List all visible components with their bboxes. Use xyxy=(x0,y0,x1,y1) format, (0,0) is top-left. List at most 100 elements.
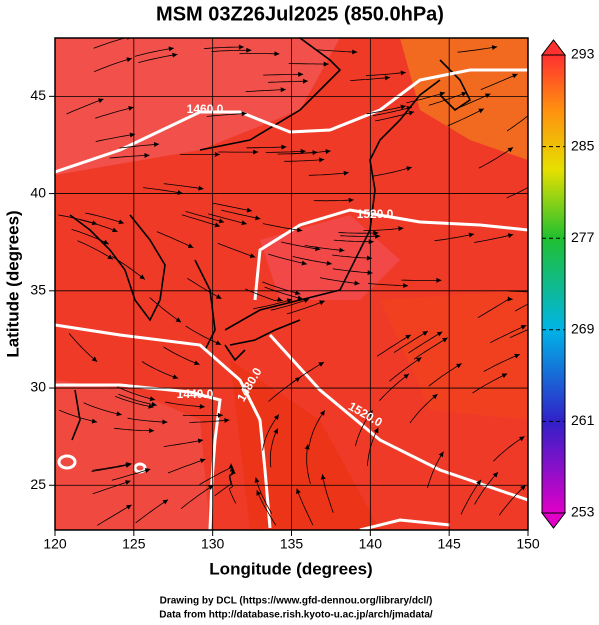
streamline-arrow xyxy=(98,98,104,104)
streamline-arrow xyxy=(280,87,286,93)
streamline xyxy=(406,92,446,104)
streamline-arrow xyxy=(319,300,325,306)
streamline-arrow xyxy=(162,499,169,505)
streamline-arrow xyxy=(256,490,262,496)
streamline-arrow xyxy=(476,479,481,486)
streamline-arrow xyxy=(128,105,134,111)
streamline-arrow xyxy=(107,254,113,260)
streamline xyxy=(477,298,513,319)
streamline-arrow xyxy=(249,253,256,258)
streamline-arrow xyxy=(162,419,168,425)
streamline-arrow xyxy=(408,110,415,116)
streamline-arrow xyxy=(246,207,253,213)
streamline-arrow xyxy=(126,504,132,510)
colorbar-tick-label: 269 xyxy=(571,321,595,337)
streamline xyxy=(490,324,527,344)
streamline xyxy=(185,211,225,223)
streamline xyxy=(79,219,118,232)
streamline xyxy=(457,46,498,53)
streamline xyxy=(322,474,334,513)
streamline-arrow xyxy=(491,45,498,50)
streamline xyxy=(262,414,280,451)
streamline xyxy=(94,57,133,72)
streamline xyxy=(185,325,222,345)
streamline-arrow xyxy=(507,147,514,153)
streamline-arrow xyxy=(303,298,310,304)
streamline-arrow xyxy=(436,277,442,283)
streamline-arrow xyxy=(296,488,301,495)
streamline-arrow xyxy=(144,468,151,473)
streamline xyxy=(375,111,415,122)
colorbar-ticks: 253 261 269 277 285 293 xyxy=(542,46,595,520)
streamline-arrow xyxy=(348,197,354,203)
streamline xyxy=(340,235,381,237)
colorbar-tick-label: 261 xyxy=(571,412,595,428)
streamline xyxy=(270,298,310,311)
streamline-arrow xyxy=(406,105,412,111)
streamline-arrow xyxy=(286,298,293,304)
streamline xyxy=(277,151,318,155)
streamline-arrow xyxy=(118,219,124,225)
streamline xyxy=(447,108,485,127)
streamline xyxy=(165,401,205,408)
y-axis-label: Latitude (degrees) xyxy=(3,210,22,357)
streamline xyxy=(409,393,438,424)
streamline xyxy=(135,499,169,524)
streamline xyxy=(97,504,132,526)
streamline-arrow xyxy=(103,239,109,245)
streamline xyxy=(308,410,326,447)
streamline xyxy=(256,490,277,526)
streamline-arrow xyxy=(302,78,309,84)
streamline xyxy=(119,143,160,149)
colorbar-tick-label: 277 xyxy=(571,229,595,245)
streamline xyxy=(474,471,499,505)
streamline-arrow xyxy=(375,233,381,239)
streamline-arrow xyxy=(197,438,204,444)
field-patch xyxy=(55,38,340,175)
streamline xyxy=(71,229,109,245)
streamline-arrow xyxy=(91,356,98,362)
streamline-arrow xyxy=(319,157,325,163)
y-tick-label: 40 xyxy=(30,184,46,200)
streamline-arrow xyxy=(187,243,194,248)
streamline xyxy=(288,63,329,65)
streamline xyxy=(372,106,412,117)
streamline-arrow xyxy=(255,215,261,221)
streamline-arrow xyxy=(398,226,404,232)
streamline xyxy=(320,277,360,285)
streamline xyxy=(265,150,306,153)
streamline-arrow xyxy=(438,451,444,458)
streamline-arrow xyxy=(318,362,324,367)
streamline xyxy=(127,417,168,423)
streamline-arrow xyxy=(400,70,406,76)
colorbar-bottom-triangle xyxy=(540,512,567,529)
streamline xyxy=(428,363,462,387)
streamline xyxy=(508,290,528,293)
x-axis-label: Longitude (degrees) xyxy=(209,559,372,578)
x-tick-label: 120 xyxy=(43,536,67,552)
streamline-arrow xyxy=(125,480,131,485)
streamline xyxy=(134,47,174,57)
streamline xyxy=(365,72,406,77)
x-tick-label: 150 xyxy=(516,536,540,552)
streamline-arrow xyxy=(126,57,132,63)
streamline xyxy=(228,468,237,504)
streamline xyxy=(483,353,520,372)
streamline xyxy=(246,146,287,149)
streamline-arrow xyxy=(507,296,513,302)
streamline-arrow xyxy=(319,410,325,416)
streamline-arrow xyxy=(304,444,310,450)
streamline-arrow xyxy=(534,107,539,112)
streamline xyxy=(253,299,293,310)
streamline xyxy=(269,428,279,468)
streamline-arrow xyxy=(215,340,222,345)
streamline xyxy=(434,233,475,242)
streamline xyxy=(221,209,261,220)
streamline xyxy=(428,92,467,106)
streamline xyxy=(111,256,146,280)
streamline-arrow xyxy=(224,417,230,423)
streamline-arrow xyxy=(175,317,182,323)
streamline xyxy=(203,46,244,49)
x-tick-label: 125 xyxy=(122,536,146,552)
streamline-arrow xyxy=(501,373,508,379)
